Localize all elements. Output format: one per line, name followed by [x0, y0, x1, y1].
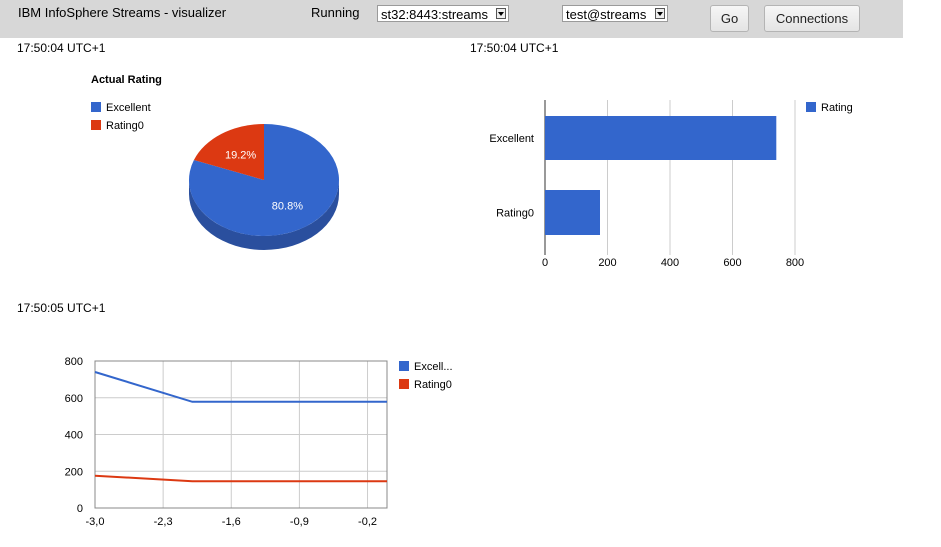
- pie-title: Actual Rating: [91, 74, 162, 86]
- pie-slice-rating0: [193, 124, 264, 180]
- user-select-value: test@streams: [566, 7, 647, 22]
- line-series-rating0: [94, 474, 387, 483]
- bar-rating0: [545, 190, 600, 235]
- line-x-tick-label: -1,6: [222, 516, 241, 528]
- line-legend-swatch-rating0: [399, 379, 409, 389]
- bar-legend-rating: Rating: [821, 102, 853, 114]
- line-x-tick-label: -2,3: [154, 516, 173, 528]
- bar-category-excellent: Excellent: [489, 133, 534, 145]
- bar-tick-label: 600: [723, 257, 741, 269]
- line-y-tick-label: 200: [65, 466, 83, 478]
- legend-swatch-rating0: [91, 120, 101, 130]
- line-legend-swatch-excellent: [399, 361, 409, 371]
- pie-timestamp: 17:50:04 UTC+1: [17, 41, 106, 55]
- bar-tick-label: 400: [661, 257, 679, 269]
- line-chart: 0 200 400 600 800 -3,0 -2,3 -1,6 -0,9 -0…: [65, 356, 453, 528]
- line-y-tick-label: 800: [65, 356, 83, 368]
- connections-button[interactable]: Connections: [764, 5, 860, 32]
- bar-timestamp: 17:50:04 UTC+1: [470, 41, 559, 55]
- line-legend-rating0: Rating0: [414, 379, 452, 391]
- bar-category-rating0: Rating0: [496, 208, 534, 220]
- legend-swatch-excellent: [91, 102, 101, 112]
- status-label: Running: [311, 5, 360, 20]
- pie-legend-excellent: Excellent: [106, 102, 151, 114]
- app-title: IBM InfoSphere Streams - visualizer: [18, 5, 227, 20]
- user-select[interactable]: test@streams: [562, 5, 668, 22]
- line-timestamp: 17:50:05 UTC+1: [17, 301, 106, 315]
- chevron-down-icon: [655, 8, 665, 19]
- line-gridlines: [94, 360, 387, 509]
- bar-tick-label: 200: [598, 257, 616, 269]
- pie-legend-rating0: Rating0: [106, 120, 144, 132]
- line-y-tick-label: 400: [65, 430, 83, 442]
- line-x-tick-label: -0,2: [358, 516, 377, 528]
- server-select[interactable]: st32:8443:streams: [377, 5, 509, 22]
- bar-chart: Excellent Rating0 0 200 400 600 800 Rati…: [489, 100, 853, 269]
- pie-slice-label-rating0: 19.2%: [225, 150, 256, 162]
- line-series-excellent: [94, 371, 387, 403]
- pie-3d-side: [189, 180, 339, 250]
- server-select-value: st32:8443:streams: [381, 7, 488, 22]
- bar-excellent: [545, 116, 777, 160]
- line-x-tick-label: -3,0: [86, 516, 105, 528]
- line-y-tick-label: 600: [65, 393, 83, 405]
- go-button[interactable]: Go: [710, 5, 749, 32]
- line-x-tick-label: -0,9: [290, 516, 309, 528]
- pie-slice-label-excellent: 80.8%: [272, 200, 303, 212]
- chevron-down-icon: [496, 8, 506, 19]
- line-y-tick-label: 0: [77, 503, 83, 515]
- line-plot-frame: [94, 360, 388, 509]
- bar-legend-swatch: [806, 102, 816, 112]
- bar-tick-label: 800: [786, 257, 804, 269]
- bar-tick-label: 0: [542, 257, 548, 269]
- line-legend-excellent: Excell...: [414, 361, 453, 373]
- pie-chart: Actual Rating Excellent Rating0 80.8% 19…: [91, 74, 339, 250]
- top-toolbar: IBM InfoSphere Streams - visualizer Runn…: [0, 0, 903, 38]
